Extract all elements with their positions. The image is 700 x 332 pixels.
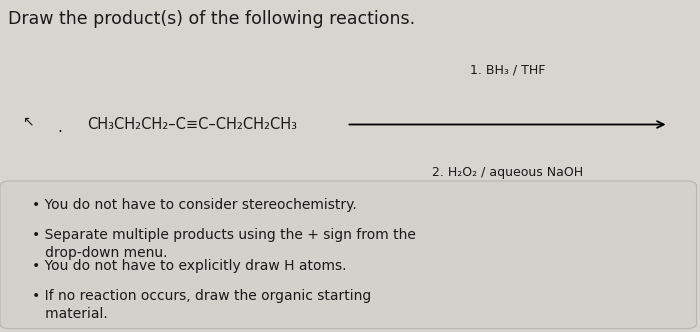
Text: • Separate multiple products using the + sign from the
   drop-down menu.: • Separate multiple products using the +… [32, 228, 415, 260]
Text: Draw the product(s) of the following reactions.: Draw the product(s) of the following rea… [8, 10, 416, 28]
Text: • If no reaction occurs, draw the organic starting
   material.: • If no reaction occurs, draw the organi… [32, 289, 371, 321]
Text: • You do not have to explicitly draw H atoms.: • You do not have to explicitly draw H a… [32, 259, 346, 273]
Text: 1. BH₃ / THF: 1. BH₃ / THF [470, 63, 545, 76]
Text: 2. H₂O₂ / aqueous NaOH: 2. H₂O₂ / aqueous NaOH [432, 166, 583, 179]
Text: ↖: ↖ [22, 114, 34, 128]
Text: • You do not have to consider stereochemistry.: • You do not have to consider stereochem… [32, 198, 356, 211]
Text: .: . [57, 120, 62, 135]
Text: CH₃CH₂CH₂–C≡C–CH₂CH₂CH₃: CH₃CH₂CH₂–C≡C–CH₂CH₂CH₃ [88, 117, 298, 132]
FancyBboxPatch shape [0, 181, 696, 329]
